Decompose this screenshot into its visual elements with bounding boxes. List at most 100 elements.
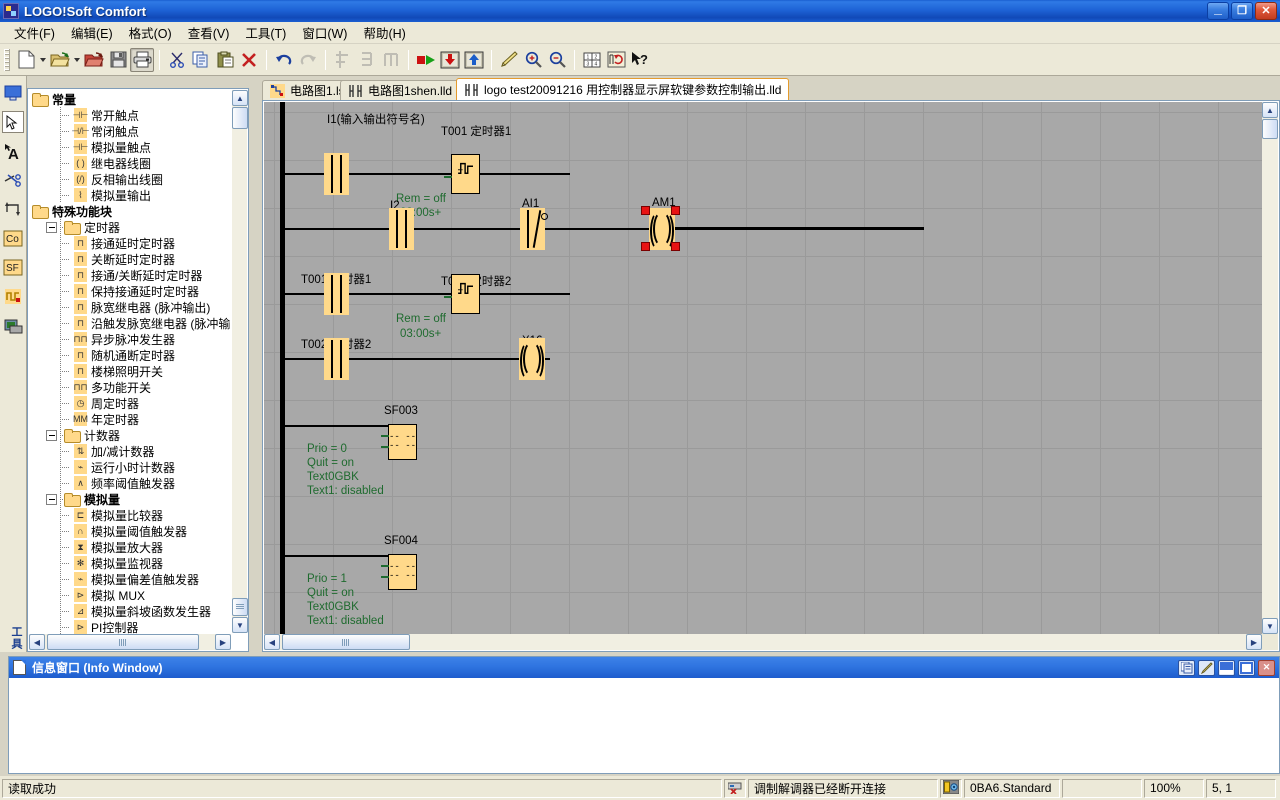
undo-icon[interactable] [272, 48, 296, 72]
tab-circuit-1-lsc[interactable]: 电路图1.lsc [262, 80, 359, 100]
tree-expander-icon[interactable] [46, 493, 57, 505]
menu-view[interactable]: 查看(V) [187, 27, 230, 41]
editor-horizontal-scroll-thumb[interactable] [282, 634, 410, 650]
editor-scroll-up-button[interactable]: ▲ [1262, 102, 1278, 118]
tool-special-functions-icon[interactable]: SF [2, 256, 24, 278]
tree-item-random-generator[interactable]: ⊓ 随机通断定时器 [30, 347, 233, 363]
new-file-dropdown-icon[interactable] [38, 48, 48, 72]
zoom-in-icon[interactable] [521, 48, 545, 72]
tree-item-analog-ramp[interactable]: ⊿ 模拟量斜坡函数发生器 [30, 603, 233, 619]
tree-scroll-up-button[interactable]: ▲ [232, 90, 248, 106]
info-minimize-button[interactable] [1218, 659, 1235, 676]
tree-folder-timers[interactable]: 定时器 [30, 219, 233, 235]
cut-icon[interactable] [165, 48, 189, 72]
tree-horizontal-scroll-thumb[interactable] [47, 634, 199, 650]
block-sf004[interactable]: -- -- -- -- [381, 554, 417, 590]
highlight-icon[interactable] [497, 48, 521, 72]
tree-item-on-off-delay[interactable]: ⊓ 接通/关断延时定时器 [30, 267, 233, 283]
tool-select-pointer-icon[interactable] [2, 111, 24, 133]
logo-to-pc-icon[interactable] [462, 48, 486, 72]
tree-item-no-contact[interactable]: ⊣⊢ 常开触点 [30, 107, 233, 123]
align-icon[interactable] [331, 48, 355, 72]
info-window-body[interactable] [9, 678, 1279, 773]
tree-folder-analog[interactable]: 模拟量 [30, 491, 233, 507]
tree-item-analog-watchdog[interactable]: ✻ 模拟量监视器 [30, 555, 233, 571]
editor-scroll-right-button[interactable]: ▶ [1246, 634, 1262, 650]
redo-icon[interactable] [296, 48, 320, 72]
menu-file[interactable]: 文件(F) [14, 27, 55, 41]
tree-item-stairway-light-switch[interactable]: ⊓ 楼梯照明开关 [30, 363, 233, 379]
info-clear-button[interactable] [1198, 659, 1215, 676]
editor-horizontal-scrollbar[interactable]: ◀ ▶ [264, 634, 1262, 650]
close-button[interactable]: ✕ [1255, 2, 1277, 20]
tab-logo-test-lld[interactable]: logo test20091216 用控制器显示屏软键参数控制输出.lld [456, 78, 790, 100]
editor-scroll-left-button[interactable]: ◀ [264, 634, 280, 650]
new-file-icon[interactable] [14, 48, 38, 72]
tree-item-hours-counter[interactable]: ⌁ 运行小时计数器 [30, 459, 233, 475]
editor-scroll-down-button[interactable]: ▼ [1262, 618, 1278, 634]
minimize-button[interactable]: _ [1207, 1, 1229, 20]
menu-edit[interactable]: 编辑(E) [70, 27, 113, 41]
tree-item-analog-contact[interactable]: ⊣⊢ 模拟量触点 [30, 139, 233, 155]
simulation-icon[interactable] [414, 48, 438, 72]
tree-item-threshold-trigger[interactable]: ∧ 频率阈值触发器 [30, 475, 233, 491]
arrange-icon[interactable] [379, 48, 403, 72]
convert-icon[interactable] [604, 48, 628, 72]
print-icon[interactable] [130, 47, 154, 72]
block-sf003[interactable]: -- -- -- -- [381, 424, 417, 460]
tool-cut-join-icon[interactable] [2, 169, 24, 191]
tree-item-nc-contact[interactable]: ⊣/⊢ 常闭触点 [30, 123, 233, 139]
block-timer-t001[interactable] [444, 154, 480, 194]
tree-item-retentive-on-delay[interactable]: ⊓ 保持接通延时定时器 [30, 283, 233, 299]
menu-tools[interactable]: 工具(T) [245, 27, 287, 41]
tree-expander-icon[interactable] [46, 221, 57, 233]
open-file-icon[interactable] [48, 48, 72, 72]
tool-online-test-icon[interactable] [2, 314, 24, 336]
open-file-dropdown-icon[interactable] [72, 48, 82, 72]
tree-item-analog-amplifier[interactable]: ⧗ 模拟量放大器 [30, 539, 233, 555]
tree-item-async-pulse-generator[interactable]: ⊓⊓ 异步脉冲发生器 [30, 331, 233, 347]
editor-vertical-scrollbar[interactable]: ▲ ▼ [1262, 102, 1278, 634]
open-recent-icon[interactable] [82, 48, 106, 72]
tree-item-wiping-relay[interactable]: ⊓ 脉宽继电器 (脉冲输出) [30, 299, 233, 315]
tree-expander-icon[interactable] [46, 429, 57, 441]
tool-simulation-icon[interactable] [2, 285, 24, 307]
info-copy-button[interactable] [1178, 659, 1195, 676]
tree-item-analog-mux[interactable]: ⊳ 模拟 MUX [30, 587, 233, 603]
copy-icon[interactable] [189, 48, 213, 72]
selection-handle-top-right[interactable] [671, 206, 680, 215]
tree-item-up-down-counter[interactable]: ⇅ 加/减计数器 [30, 443, 233, 459]
selection-handle-top-left[interactable] [641, 206, 650, 215]
contact-t001[interactable] [324, 273, 349, 315]
tree-scroll-down-button[interactable]: ▼ [232, 617, 248, 633]
tab-circuit-1shen-lld[interactable]: 电路图1shen.lld [340, 80, 461, 100]
tree-folder-counters[interactable]: 计数器 [30, 427, 233, 443]
tree-vertical-scrollbar[interactable]: ▲ ▼ [231, 90, 248, 633]
tree-horizontal-scrollbar[interactable]: ◀ ▶ [29, 634, 231, 650]
tree-item-analog-threshold-trigger[interactable]: ∩ 模拟量阈值触发器 [30, 523, 233, 539]
tree-item-on-delay[interactable]: ⊓ 接通延时定时器 [30, 235, 233, 251]
ladder-canvas-viewport[interactable]: I1(输入输出符号名) T001 定时器1 Rem = off 23:00s+ … [264, 102, 1262, 634]
tree-item-inverted-coil[interactable]: (/) 反相输出线圈 [30, 171, 233, 187]
maximize-button[interactable]: ❐ [1231, 2, 1253, 20]
tree-vertical-scroll-grip[interactable] [232, 598, 248, 616]
editor-vertical-scroll-thumb[interactable] [1262, 119, 1278, 139]
tool-text-icon[interactable]: A [2, 140, 24, 162]
paste-icon[interactable] [213, 48, 237, 72]
tree-item-pi-controller[interactable]: ⊳ PI控制器 [30, 619, 233, 634]
contact-ai1[interactable] [520, 208, 548, 250]
ladder-canvas[interactable]: I1(输入输出符号名) T001 定时器1 Rem = off 23:00s+ … [264, 102, 1262, 634]
tree-scroll-right-button[interactable]: ▶ [215, 634, 231, 650]
tree-item-weekly-timer[interactable]: ◷ 周定时器 [30, 395, 233, 411]
contact-i2[interactable] [389, 208, 414, 250]
zoom-out-icon[interactable] [545, 48, 569, 72]
save-icon[interactable] [106, 48, 130, 72]
contact-t002[interactable] [324, 338, 349, 380]
tree-vertical-scroll-thumb[interactable] [232, 107, 248, 129]
menu-window[interactable]: 窗口(W) [302, 27, 348, 41]
tree-item-analog-differential-trigger[interactable]: ⌁ 模拟量偏差值触发器 [30, 571, 233, 587]
tree-item-relay-coil[interactable]: ( ) 继电器线圈 [30, 155, 233, 171]
selection-handle-bottom-right[interactable] [671, 242, 680, 251]
tree-item-multiple-function-switch[interactable]: ⊓⊓ 多功能开关 [30, 379, 233, 395]
